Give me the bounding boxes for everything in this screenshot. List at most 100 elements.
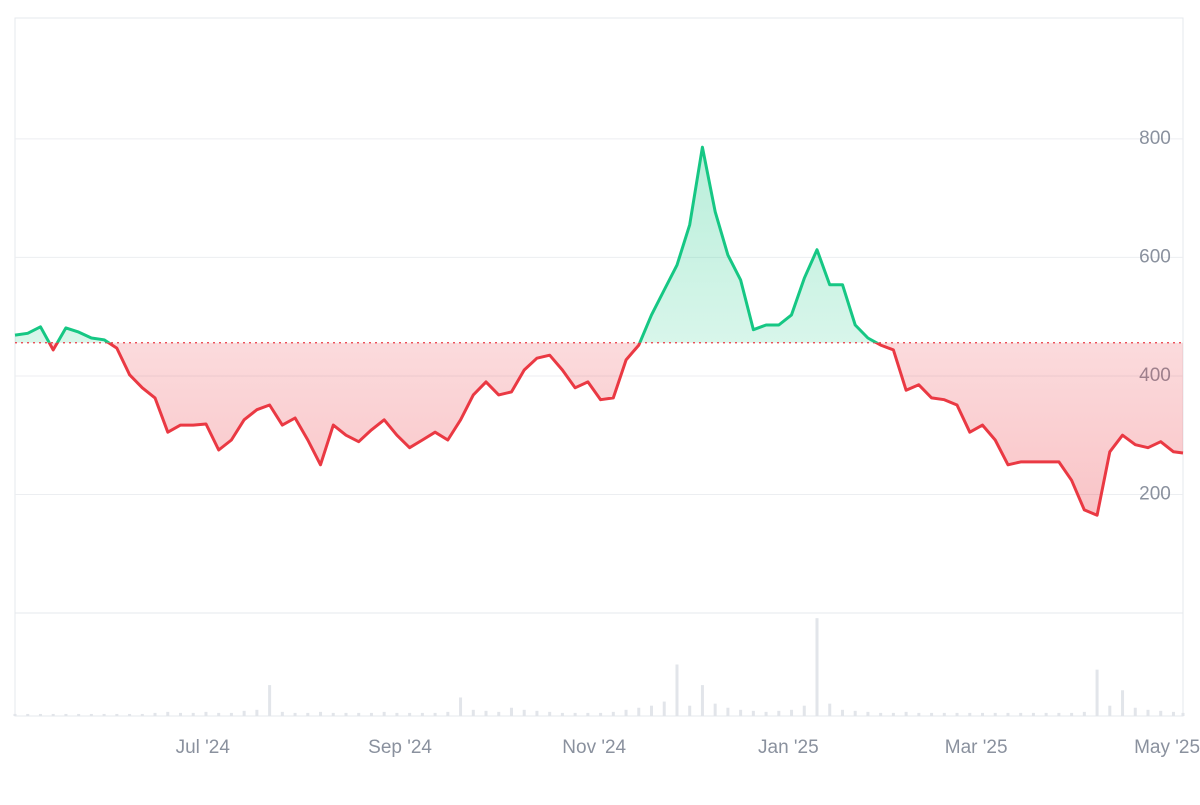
volume-bar [1019,712,1023,716]
volume-bar [1082,711,1086,716]
volume-bar [891,712,895,716]
volume-bar [688,705,692,716]
volume-bar [293,712,297,716]
volume-bar [13,713,17,716]
volume-bar [726,707,730,716]
volume-bar [102,713,106,716]
volume-bar [586,712,590,716]
volume-bar [446,711,450,716]
volume-bar [191,712,195,716]
volume-bar [433,712,437,716]
area-down [15,342,1183,516]
x-tick-label: Nov '24 [562,737,626,758]
volume-bar [369,712,373,716]
volume-bar [204,711,208,716]
x-tick-label: Jul '24 [176,737,231,758]
area-up [15,147,877,343]
volume-bar [751,710,755,716]
volume-bar [280,711,284,716]
volume-bar [548,711,552,716]
y-tick-label: 200 [1139,483,1171,504]
y-tick-label: 600 [1139,246,1171,267]
volume-bar [930,712,934,716]
volume-bar [1181,712,1185,716]
volume-bar [1171,711,1175,716]
volume-bar [26,713,30,716]
volume-bar [64,713,68,716]
volume-bar [1121,690,1125,716]
volume-bar [268,685,272,716]
volume-bar [408,712,412,716]
volume-bar [904,711,908,716]
volume-bar [1057,712,1061,716]
volume-bar [77,713,81,716]
volume-bar [573,712,577,716]
volume-bar [675,664,679,716]
volume-bar [1095,669,1099,716]
volume-bar [420,712,424,716]
volume-bar [51,713,55,716]
volume-bar [1133,707,1137,716]
volume-bar [255,709,259,716]
price-line-down [47,342,1184,517]
volume-bar [980,712,984,716]
volume-bar [89,713,93,716]
volume-bar [942,712,946,716]
volume-bar [471,709,475,716]
volume-bar [1070,712,1074,716]
volume-bar [713,703,717,716]
volume-bar [840,709,844,716]
volume-bar [853,710,857,716]
volume-bar [866,711,870,716]
volume-bar [229,712,233,716]
volume-bar [1044,712,1048,716]
volume-bar [178,712,182,716]
volume-bar [140,713,144,716]
volume-bar [484,710,488,716]
volume-bar [879,712,883,716]
volume-bar [764,711,768,716]
volume-bar [38,713,42,716]
x-tick-label: Mar '25 [945,737,1008,758]
volume-bar [637,707,641,716]
volume-bar [599,712,603,716]
x-tick-label: Jan '25 [758,737,819,758]
volume-bar [993,712,997,716]
volume-bar [319,711,323,716]
volume-bar [828,703,832,716]
volume-bar [1159,710,1163,716]
volume-bar [968,712,972,716]
volume-bar [624,709,628,716]
volume-bar [382,711,386,716]
volume-bar [331,712,335,716]
volume-bar [662,701,666,716]
volume-bar [700,685,704,716]
volume-bar [1006,712,1010,716]
volume-bar [522,709,526,716]
x-tick-label: Sep '24 [368,737,432,758]
volume-bar [128,713,132,716]
volume-bar [217,712,221,716]
volume-bar [242,710,246,716]
volume-bar [1031,712,1035,716]
volume-bar [917,712,921,716]
volume-bar [115,713,119,716]
volume-bar [395,712,399,716]
y-tick-label: 800 [1139,128,1171,149]
x-tick-label: May '25 [1134,737,1200,758]
volume-bar [1108,705,1112,716]
volume-bar [739,709,743,716]
volume-bar [344,712,348,716]
volume-bar [790,709,794,716]
volume-bar [166,711,170,716]
volume-bar [497,711,501,716]
volume-bar [153,712,157,716]
volume-bar [509,707,513,716]
volume-bar [535,710,539,716]
volume-bar [357,712,361,716]
volume-bar [650,705,654,716]
volume-bar [560,712,564,716]
volume-bar [802,705,806,716]
volume-bar [777,710,781,716]
volume-bar [955,712,959,716]
